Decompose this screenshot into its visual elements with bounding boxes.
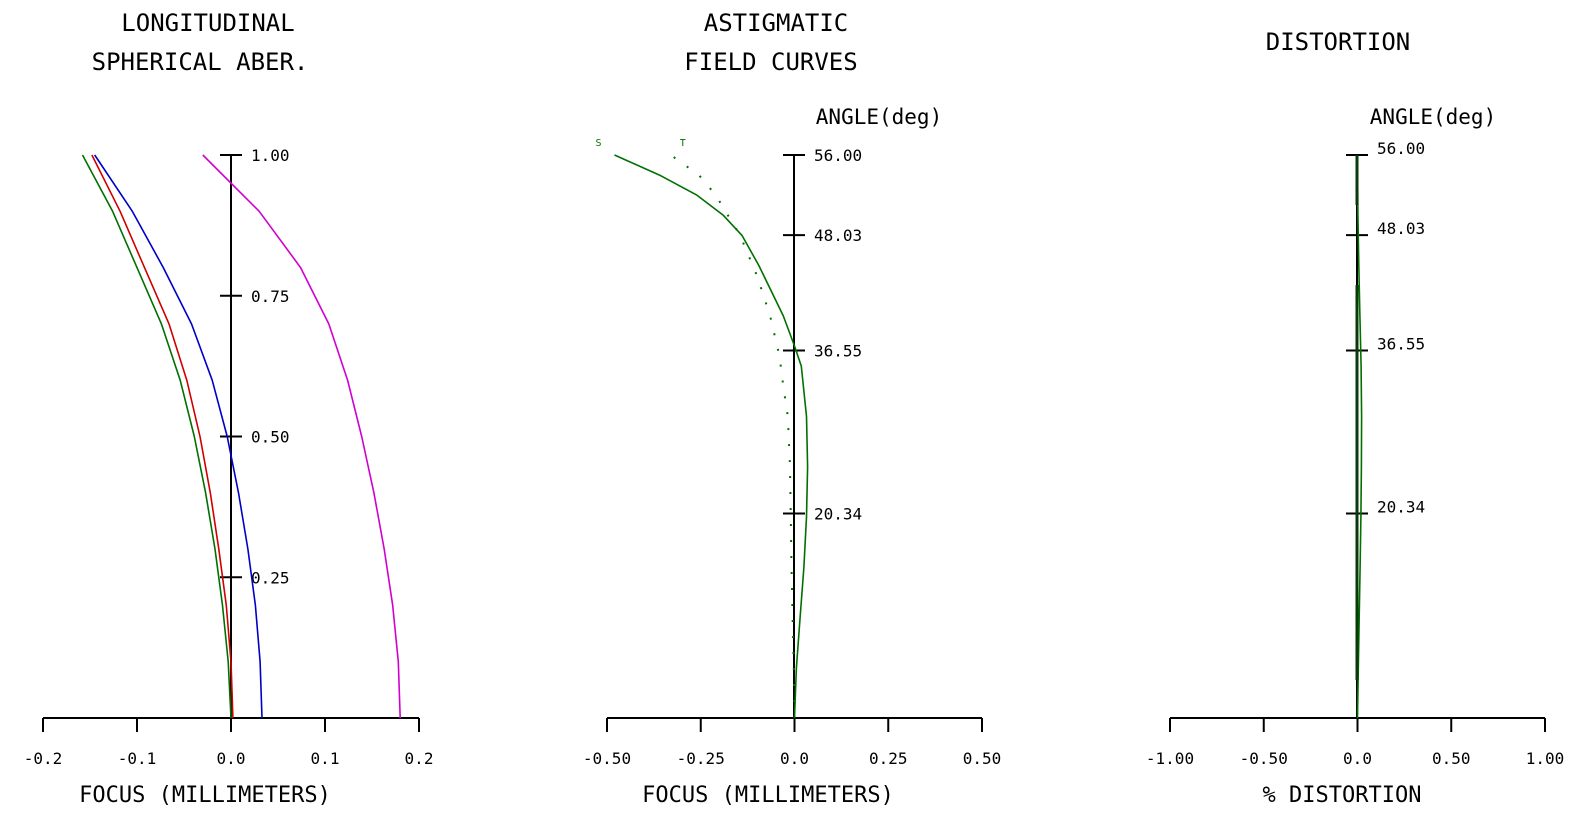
chart-longitudinal-title-line2: SPHERICAL ABER. [92,48,309,76]
distortion-y-tick-label: 36.55 [1377,335,1425,354]
astigmatic-x-tick-label: 0.25 [869,749,908,768]
longitudinal-x-tick-label: -0.2 [24,749,63,768]
astigmatic-y-tick-label: 56.00 [814,146,862,165]
longitudinal-y-tick-label: 0.50 [251,428,290,447]
distortion-y-tick-label: 56.00 [1377,139,1425,158]
distortion-y-tick-label: 48.03 [1377,219,1425,238]
astigmatic-y-tick-label: 36.55 [814,342,862,361]
distortion-x-tick-label: -0.50 [1240,749,1288,768]
chart-distortion-y-axis-title: ANGLE(deg) [1370,105,1496,129]
chart-distortion-title-line1: DISTORTION [1266,28,1411,56]
distortion-x-tick-label: 0.50 [1432,749,1471,768]
astigmatic-series-t-label: T [680,138,686,149]
chart-astigmatic: ASTIGMATIC FIELD CURVES ANGLE(deg) -0.50… [583,9,1001,808]
chart-distortion: DISTORTION ANGLE(deg) -1.00 -0.50 0.0 0.50 1… [1146,28,1564,808]
chart-longitudinal-x-axis-title: FOCUS (MILLIMETERS) [79,783,331,808]
astigmatic-x-tick-label: -0.50 [583,749,631,768]
longitudinal-series-4-line [81,154,232,719]
longitudinal-y-tick-label: 1.00 [251,146,290,165]
chart-astigmatic-x-axis-title: FOCUS (MILLIMETERS) [642,783,894,808]
chart-longitudinal: LONGITUDINAL SPHERICAL ABER. -0.2 -0.1 0.0… [24,9,434,808]
longitudinal-series-3-line [91,154,234,719]
longitudinal-x-tick-label: 0.1 [311,749,340,768]
longitudinal-x-tick-label: 0.2 [405,749,434,768]
astigmatic-y-tick-label: 20.34 [814,505,862,524]
distortion-x-tick-label: -1.00 [1146,749,1194,768]
astigmatic-series-s-line [614,154,809,719]
chart-astigmatic-title-line1: ASTIGMATIC [704,9,849,37]
distortion-series-1-line [1356,154,1363,719]
distortion-y-tick-label: 20.34 [1377,498,1425,517]
longitudinal-y-tick-label: 0.25 [251,568,290,587]
astigmatic-series-s-label: S [595,138,601,149]
longitudinal-series-1-line [202,154,401,719]
chart-longitudinal-title-line1: LONGITUDINAL [121,9,294,37]
longitudinal-series-2-line [94,154,263,719]
chart-astigmatic-title-line2: FIELD CURVES [684,48,857,76]
astigmatic-x-tick-label: 0.0 [780,749,809,768]
astigmatic-series-t-line [670,154,796,719]
chart-distortion-x-axis-title: % DISTORTION [1263,783,1422,808]
astigmatic-x-tick-label: 0.50 [963,749,1002,768]
chart-astigmatic-y-axis-title: ANGLE(deg) [816,105,942,129]
distortion-x-tick-label: 1.00 [1526,749,1565,768]
astigmatic-x-tick-label: -0.25 [677,749,725,768]
longitudinal-y-tick-label: 0.75 [251,287,290,306]
longitudinal-x-tick-label: 0.0 [217,749,246,768]
longitudinal-x-tick-label: -0.1 [118,749,157,768]
distortion-x-tick-label: 0.0 [1343,749,1372,768]
astigmatic-y-tick-label: 48.03 [814,226,862,245]
